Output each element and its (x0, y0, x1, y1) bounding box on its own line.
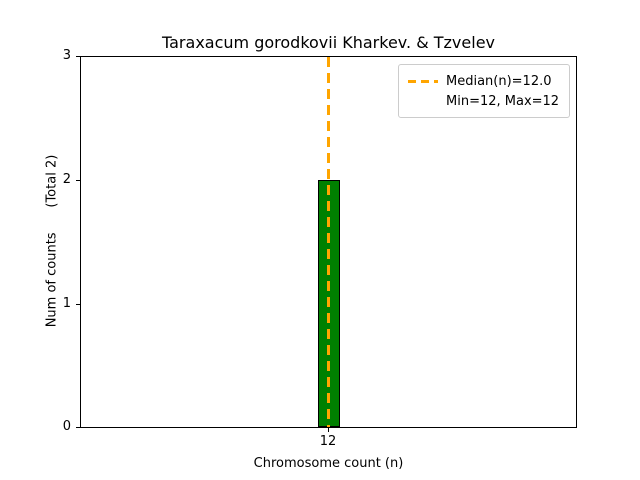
dashed-line-icon (408, 79, 438, 83)
y-tick-label-3: 3 (62, 48, 71, 63)
y-tick-mark-2 (76, 180, 80, 181)
legend-label-median: Median(n)=12.0 (446, 73, 552, 89)
y-tick-mark-1 (76, 304, 80, 305)
y-tick-label-1: 1 (62, 296, 71, 311)
x-tick-mark-12 (328, 428, 329, 432)
x-tick-label-12: 12 (319, 434, 337, 449)
plot-area (80, 56, 577, 428)
y-tick-label-2: 2 (62, 172, 71, 187)
y-tick-label-0: 0 (62, 419, 71, 434)
legend: Median(n)=12.0 Min=12, Max=12 (398, 64, 570, 118)
chart-title: Taraxacum gorodkovii Kharkev. & Tzvelev (162, 33, 495, 52)
y-tick-mark-0 (76, 427, 80, 428)
legend-label-minmax: Min=12, Max=12 (446, 93, 560, 109)
legend-entry-median: Median(n)=12.0 (408, 71, 560, 91)
legend-entry-minmax: Min=12, Max=12 (446, 91, 560, 111)
median-dashed-line (327, 57, 330, 427)
y-tick-mark-3 (76, 56, 80, 57)
x-axis-label: Chromosome count (n) (253, 456, 404, 471)
